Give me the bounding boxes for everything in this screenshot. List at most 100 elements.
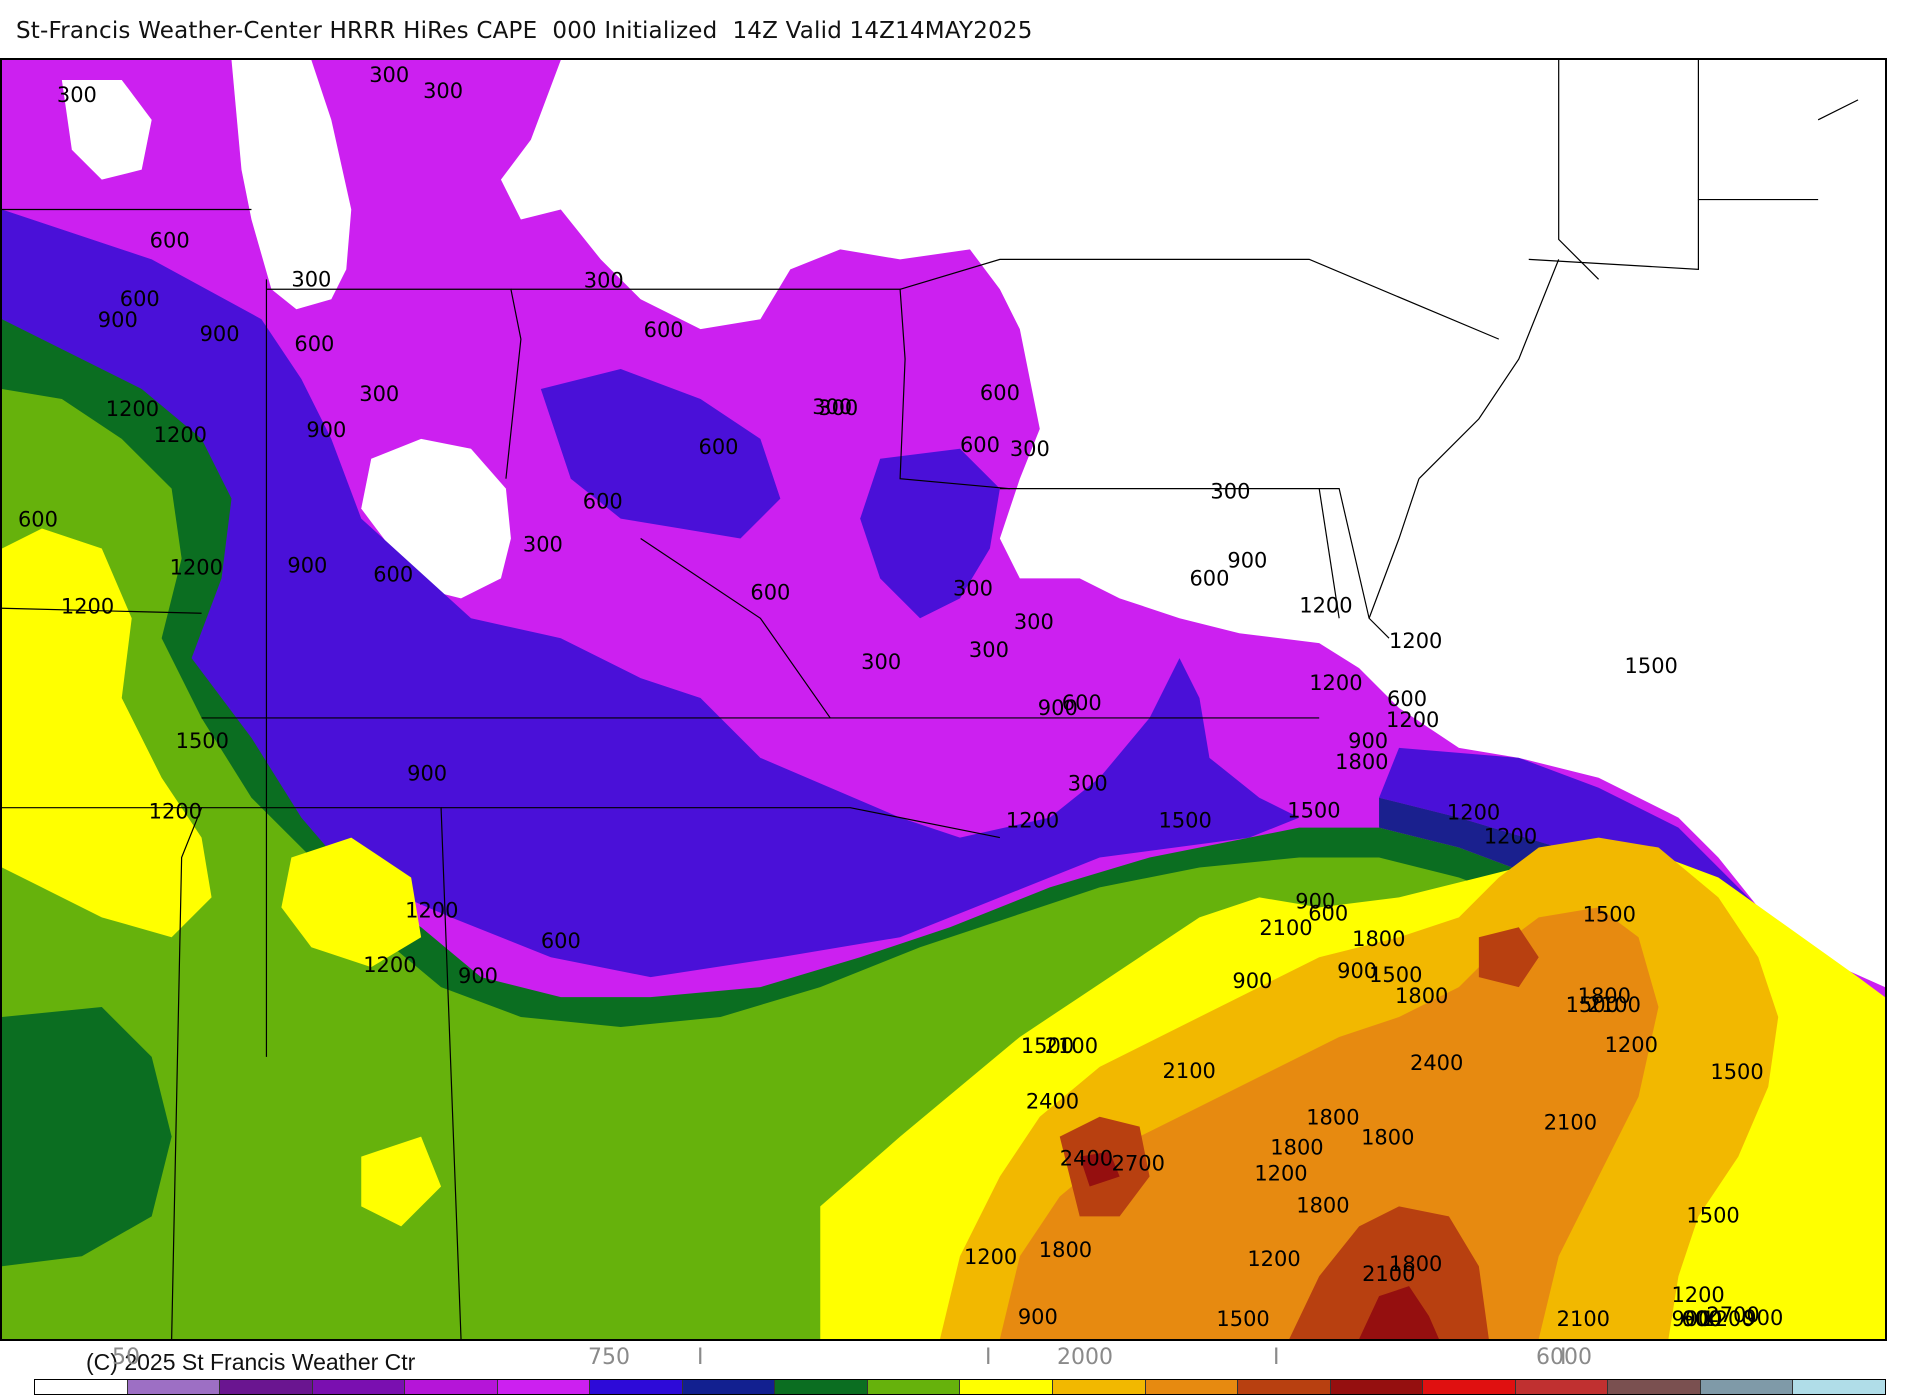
contour-label: 600 [583,490,623,514]
contour-label: 300 [969,638,1009,662]
contour-label: 1200 [1484,825,1537,849]
contour-label: 1200 [363,953,416,977]
contour-label: 2400 [1026,1090,1079,1114]
contour-label: 1500 [1159,809,1212,833]
contour-label: 900 [1295,889,1335,913]
contour-label: 900 [306,418,346,442]
color-scale-bar [34,1379,1886,1395]
contour-label: 900 [407,762,447,786]
region-blue-mid [540,369,781,539]
cape-map: 3003003006006009009001200120030060030030… [2,60,1885,1339]
contour-label: 2100 [1163,1059,1216,1083]
contour-label: 2400 [1410,1051,1463,1075]
contour-label: 900 [458,964,498,988]
contour-label: 1800 [1335,750,1388,774]
contour-label: 900 [287,553,327,577]
map-frame: 300 300 300 600 600 900 900 1200 1200 300 600 300 30… [0,58,1887,1341]
contour-label: 300 [369,63,409,87]
contour-label: 900 [1337,959,1377,983]
region-white-lake-michigan [231,60,352,310]
contour-label: 900 [1038,696,1078,720]
color-scale-cell [1238,1380,1331,1394]
map-title: St-Francis Weather-Center HRRR HiRes CAP… [16,18,1033,44]
region-white-iowa [361,438,511,599]
contour-label: 2100 [1045,1034,1098,1058]
region-blue-east [860,448,1000,619]
contour-label: 900 [1232,969,1272,993]
contour-label: 1200 [1701,1307,1754,1331]
color-scale-cell [867,1380,961,1394]
contour-label: 300 [953,576,993,600]
legend-mark-1: I [697,1345,704,1370]
contour-label: 600 [373,562,413,586]
contour-label: 900 [98,308,138,332]
color-scale-cell [590,1380,683,1394]
contour-label: 1500 [1566,993,1619,1017]
contour-label: 1200 [61,594,114,618]
color-scale-cell [1330,1380,1424,1394]
color-scale-cell [1145,1380,1239,1394]
color-scale-cell [1700,1380,1794,1394]
color-scale-cell [775,1380,868,1394]
region-white-nw-corner [61,79,152,180]
contour-label: 900 [1671,1307,1711,1331]
contour-label: 1500 [1216,1307,1269,1331]
contour-label: 600 [1062,691,1102,715]
contour-label: 1200 [1447,801,1500,825]
legend-mark-4: I [1560,1345,1567,1370]
legend-tick-6000: 6000 [1536,1345,1592,1370]
contour-label: 600 [150,228,190,252]
contour-label: 600 [1308,901,1348,925]
contour-label: 2100 [1544,1111,1597,1135]
region-dark-orange [999,907,1659,1339]
contour-label: 600 [18,508,58,532]
color-scale-cell [35,1380,128,1394]
legend-tick-2000: 2000 [1057,1345,1113,1370]
contour-label: 600 [960,433,1000,457]
contour-label: 1200 [1254,1162,1307,1186]
contour-label: 1200 [1309,671,1362,695]
contour-label: 300 [291,267,331,291]
contour-label: 900 [1018,1305,1058,1329]
contour-label: 1500 [1625,654,1678,678]
contour-label: 300 [359,382,399,406]
contour-label: 600 [1189,566,1229,590]
contour-label: 1500 [1369,963,1422,987]
contour-label: 1500 [1686,1203,1739,1227]
contour-label: 2400 [1060,1147,1113,1171]
contour-label: 600 [541,929,581,953]
contour-label: 1200 [1006,809,1059,833]
region-brown [1059,927,1539,1339]
contour-label: 1200 [1605,1033,1658,1057]
region-darkred [1079,1151,1439,1339]
contour-label: 600 [644,318,684,342]
color-scale-cell [405,1380,498,1394]
contour-label: 1200 [1299,593,1352,617]
legend-mark-2: I [985,1345,992,1370]
contour-label: 1800 [1296,1193,1349,1217]
contour-label: 600 [1681,1307,1721,1331]
contour-label: 600 [980,381,1020,405]
contour-label: 600 [120,287,160,311]
contour-label: 600 [699,435,739,459]
legend-tick-50: 50 [112,1345,140,1370]
contour-label: 1500 [1021,1034,1074,1058]
contour-label: 1200 [1389,629,1442,653]
contour-label: 1500 [1287,799,1340,823]
contour-label: 1200 [154,423,207,447]
contour-label: 1200 [405,898,458,922]
contour-label: 1200 [170,555,223,579]
contour-label: 2700 [1706,1303,1759,1327]
contour-label: 1800 [1578,984,1631,1008]
contour-label: 1200 [964,1245,1017,1269]
contour-label: 1800 [1270,1136,1323,1160]
contour-label: 1800 [1352,927,1405,951]
contour-label: 1800 [1039,1238,1092,1262]
contour-label: 600 [294,332,334,356]
contour-label: 2100 [1588,993,1641,1017]
contour-label: 300 [57,83,97,107]
contour-label: 1200 [1671,1283,1724,1307]
contour-label: 2100 [1362,1262,1415,1286]
contour-label: 300 [423,79,463,103]
contour-label: 1500 [1710,1060,1763,1084]
